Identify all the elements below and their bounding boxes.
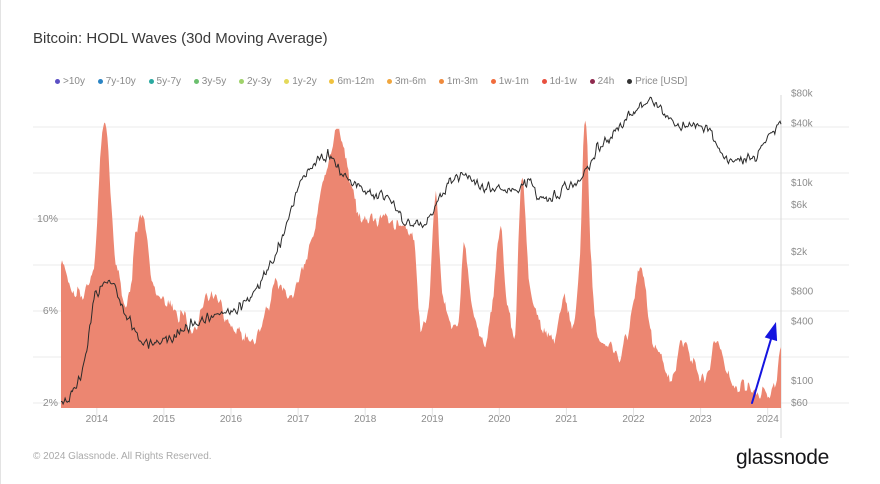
svg-text:$6k: $6k — [791, 200, 808, 211]
svg-text:2019: 2019 — [421, 414, 444, 425]
svg-text:$2k: $2k — [791, 247, 808, 258]
svg-text:2%: 2% — [43, 397, 58, 409]
svg-text:2024: 2024 — [757, 414, 780, 425]
svg-text:2018: 2018 — [354, 414, 377, 425]
svg-text:2016: 2016 — [220, 414, 243, 425]
svg-text:6%: 6% — [43, 305, 58, 317]
svg-text:$400: $400 — [791, 316, 814, 327]
svg-text:$100: $100 — [791, 376, 814, 387]
svg-text:2021: 2021 — [555, 414, 578, 425]
svg-text:$800: $800 — [791, 287, 814, 298]
svg-text:$60: $60 — [791, 398, 808, 409]
svg-text:10%: 10% — [37, 213, 58, 225]
svg-text:$80k: $80k — [791, 89, 814, 100]
svg-text:2014: 2014 — [86, 414, 109, 425]
svg-text:2020: 2020 — [488, 414, 511, 425]
svg-text:$40k: $40k — [791, 118, 814, 129]
svg-text:2017: 2017 — [287, 414, 310, 425]
svg-text:2022: 2022 — [622, 414, 645, 425]
svg-text:2023: 2023 — [689, 414, 712, 425]
svg-text:$10k: $10k — [791, 178, 814, 189]
svg-text:2015: 2015 — [153, 414, 176, 425]
